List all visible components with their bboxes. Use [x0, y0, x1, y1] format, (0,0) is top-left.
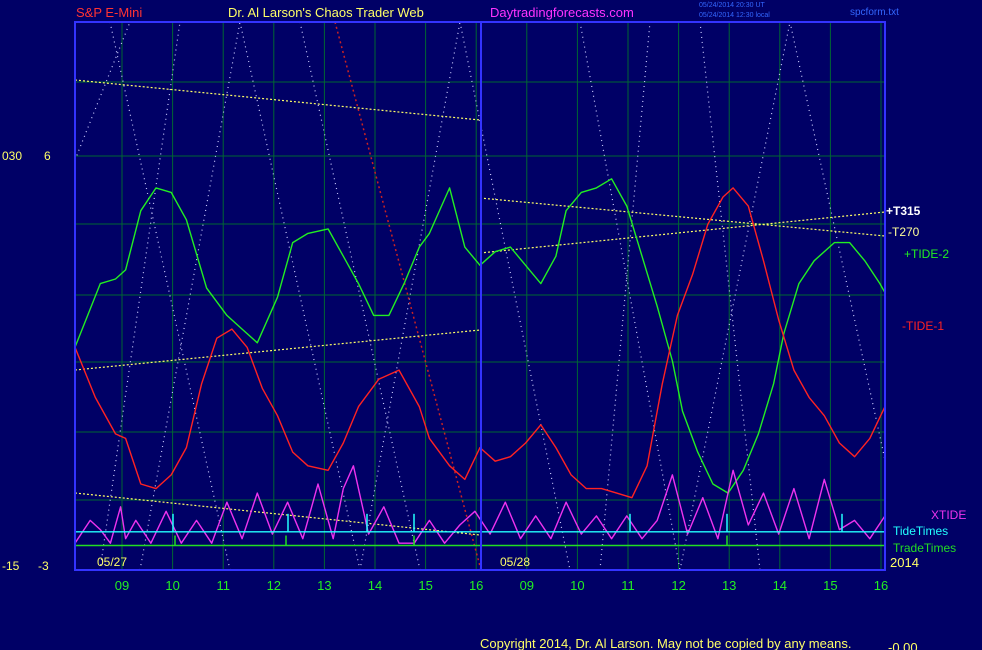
tradetimes-label: TradeTimes	[893, 541, 956, 555]
x-tick-label: 10	[570, 578, 584, 593]
dotted-cycle-line	[599, 21, 651, 571]
x-tick-label: 11	[216, 578, 230, 593]
series-tide-2	[74, 178, 886, 494]
dotted-cycle-line	[459, 21, 571, 571]
dotted-cycle-line	[299, 21, 421, 571]
x-tick-label: 13	[722, 578, 736, 593]
xtide-label: XTIDE	[931, 508, 966, 522]
axis-bottom-a: -15	[2, 559, 20, 573]
dotted-cycle-line	[109, 21, 231, 571]
x-tick-label: 09	[115, 578, 129, 593]
site-label: Daytradingforecasts.com	[490, 5, 634, 20]
corner-value: -0.00	[888, 640, 918, 650]
copyright-label: Copyright 2014, Dr. Al Larson. May not b…	[480, 636, 851, 650]
series-tide-1	[74, 187, 886, 499]
x-tick-label: 15	[418, 578, 432, 593]
author-label: Dr. Al Larson's Chaos Trader Web	[228, 5, 424, 20]
dotted-cycle-lines	[74, 21, 886, 571]
x-tick-label: 16	[874, 578, 888, 593]
x-tick-label: 15	[823, 578, 837, 593]
x-tick-label: 09	[520, 578, 534, 593]
dotted-cycle-line	[239, 21, 361, 571]
dotted-cycle-line	[679, 21, 791, 571]
symbol-label: S&P E-Mini	[76, 5, 142, 20]
t315-label: +T315	[886, 204, 921, 218]
date-label-1: 05/27	[97, 555, 127, 569]
tide1-label: -TIDE-1	[902, 319, 944, 333]
tidetimes-label: TideTimes	[893, 524, 948, 538]
x-tick-label: 12	[671, 578, 685, 593]
x-tick-label: 14	[368, 578, 382, 593]
file-label: spcform.txt	[850, 7, 899, 18]
x-tick-labels: 09 10 11 12 13 14 15 16 09 10 11 12 13 14 15 16	[115, 578, 888, 593]
stamp-line-1: 05/24/2014 20:30 UT	[699, 2, 765, 9]
x-tick-label: 10	[165, 578, 179, 593]
x-tick-label: 14	[773, 578, 787, 593]
t270-label: -T270	[888, 225, 920, 239]
axis-top-a: 030	[2, 149, 22, 163]
x-tick-label: 11	[621, 578, 635, 593]
series-xtide	[74, 465, 886, 544]
x-tick-label: 16	[469, 578, 483, 593]
x-tick-label: 12	[267, 578, 281, 593]
year-label: 2014	[890, 555, 919, 570]
dotted-cycle-line	[699, 21, 761, 571]
tide2-label: +TIDE-2	[904, 247, 949, 261]
axis-bottom-b: -3	[38, 559, 49, 573]
date-label-2: 05/28	[500, 555, 530, 569]
stamp-line-2: 05/24/2014 12:30 local	[699, 12, 770, 19]
axis-top-b: 6	[44, 149, 51, 163]
x-tick-label: 13	[317, 578, 331, 593]
